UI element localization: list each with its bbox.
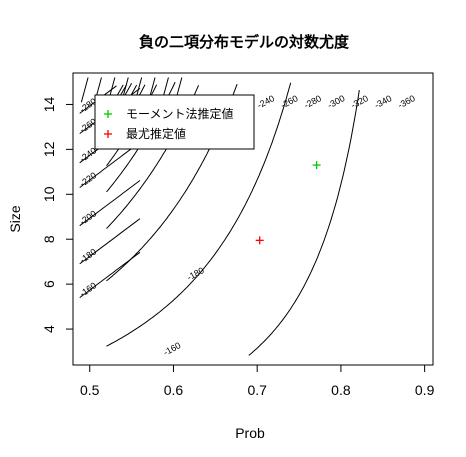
contour-label: -320 xyxy=(349,93,370,110)
x-tick-label: 0.7 xyxy=(247,382,267,398)
y-tick-label: 10 xyxy=(41,186,57,202)
y-tick-label: 8 xyxy=(41,235,57,243)
mle-point xyxy=(255,236,264,245)
contour-line-left xyxy=(79,251,141,298)
x-axis-label: Prob xyxy=(235,425,265,441)
chart-title: 負の二項分布モデルの対数尤度 xyxy=(139,33,350,51)
contour-label: -160 xyxy=(78,280,98,299)
legend-label-moment: モーメント法推定値 xyxy=(126,106,234,121)
contour-line-right xyxy=(248,90,360,356)
legend-box xyxy=(94,94,255,150)
contour-line-hatch xyxy=(80,77,89,103)
contour-label: -260 xyxy=(279,93,300,110)
contour-line-left xyxy=(79,141,141,188)
contour-line-right xyxy=(106,82,292,347)
contour-label: -160 xyxy=(162,340,183,357)
contour-label: -300 xyxy=(326,93,347,110)
legend: モーメント法推定値 最尤推定値 xyxy=(94,94,255,150)
y-tick-label: 14 xyxy=(41,96,57,112)
contour-label: -180 xyxy=(78,247,98,266)
contour-label: -340 xyxy=(373,93,394,110)
y-tick-label: 12 xyxy=(41,141,57,157)
legend-label-mle: 最尤推定値 xyxy=(126,126,186,141)
x-tick-label: 0.9 xyxy=(415,382,435,398)
x-tick-label: 0.5 xyxy=(80,382,100,398)
y-tick-label: 4 xyxy=(41,325,57,333)
y-tick-label: 6 xyxy=(41,280,57,288)
contour-label: -200 xyxy=(78,208,98,227)
x-axis: 0.5 0.6 0.7 0.8 0.9 xyxy=(80,364,435,398)
estimate-points xyxy=(255,161,321,245)
contour-label: -220 xyxy=(78,170,98,189)
contour-label: -360 xyxy=(396,93,417,110)
y-axis-label: Size xyxy=(7,205,23,232)
contour-label: -180 xyxy=(185,265,206,282)
contour-label: -240 xyxy=(256,93,277,110)
legend-marker-mle xyxy=(104,130,112,138)
x-tick-label: 0.6 xyxy=(164,382,184,398)
legend-marker-moment xyxy=(104,110,112,118)
y-axis: 4 6 8 10 12 14 xyxy=(41,96,74,333)
contour-line-left xyxy=(79,218,141,265)
x-tick-label: 0.8 xyxy=(331,382,351,398)
contour-line-left xyxy=(79,180,141,227)
moment-estimate-point xyxy=(312,161,321,170)
contour-label: -280 xyxy=(302,93,323,110)
